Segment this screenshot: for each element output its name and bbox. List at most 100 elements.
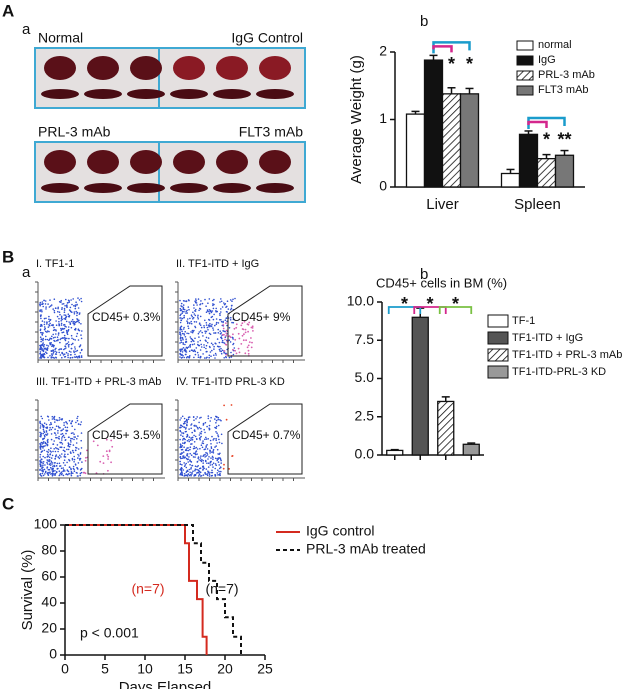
cell-dot <box>198 426 201 429</box>
cell-dot <box>231 336 234 339</box>
cell-dot <box>52 329 55 332</box>
cell-dot <box>230 308 232 311</box>
cell-dot <box>73 356 76 358</box>
cell-dot <box>203 326 206 329</box>
cell-dot <box>46 456 49 458</box>
cell-dot <box>74 428 76 431</box>
cell-dot <box>185 349 187 352</box>
cell-dot <box>210 342 213 345</box>
cell-dot <box>181 332 184 335</box>
cell-dot <box>191 473 193 475</box>
cell-dot <box>81 461 83 463</box>
cell-dot <box>179 307 182 310</box>
cell-dot <box>68 321 70 323</box>
gate-label: CD45+ 3.5% <box>92 428 161 442</box>
cell-dot <box>53 357 56 359</box>
cell-dot <box>221 339 224 342</box>
cell-dot <box>70 472 73 474</box>
cell-dot <box>62 324 65 326</box>
significance: * <box>466 54 473 74</box>
cell-dot <box>62 354 65 356</box>
cell-dot <box>199 417 201 419</box>
cell-dot <box>52 450 54 453</box>
cell-dot <box>204 332 207 334</box>
cell-dot <box>247 344 250 347</box>
cell-dot <box>202 462 204 464</box>
cell-dot <box>197 456 200 458</box>
cell-dot <box>70 441 72 443</box>
cell-dot <box>180 453 182 456</box>
cell-dot <box>183 310 185 313</box>
cell-dot <box>196 453 198 455</box>
cell-dot <box>76 417 78 420</box>
cell-dot <box>179 456 181 459</box>
cell-dot <box>205 322 208 324</box>
cell-dot <box>40 346 42 349</box>
cell-dot <box>74 449 77 452</box>
bar <box>405 113 426 188</box>
cell-dot <box>208 472 210 474</box>
cell-dot <box>193 429 196 431</box>
cell-dot <box>42 428 45 431</box>
cell-dot <box>197 475 200 477</box>
cell-dot <box>181 317 184 320</box>
cell-dot <box>108 450 111 453</box>
liver <box>44 56 76 80</box>
cell-dot <box>111 445 114 448</box>
cell-dot <box>55 471 58 474</box>
cell-dot <box>74 304 77 306</box>
cell-dot <box>231 321 233 324</box>
cell-dot <box>55 447 57 449</box>
cell-dot <box>64 464 66 467</box>
cell-dot <box>52 337 55 339</box>
cell-dot <box>67 448 70 451</box>
cell-dot <box>208 475 211 477</box>
cell-dot <box>211 463 214 466</box>
cell-dot <box>202 424 205 426</box>
cell-dot <box>214 446 216 448</box>
cell-dot <box>51 354 53 357</box>
x-tick-label: 20 <box>217 661 233 677</box>
cell-dot <box>70 432 73 435</box>
cell-dot <box>71 337 73 340</box>
cell-dot <box>43 468 46 471</box>
cell-dot <box>44 442 47 445</box>
cell-dot <box>80 337 83 340</box>
cell-dot <box>194 474 196 476</box>
cell-dot <box>206 309 209 311</box>
cell-dot <box>211 323 213 326</box>
legend-swatch <box>487 331 509 345</box>
spleen <box>256 183 294 193</box>
cell-dot <box>42 461 45 463</box>
cell-dot <box>182 435 184 438</box>
cell-dot <box>188 416 191 418</box>
bar <box>554 154 575 188</box>
cell-dot <box>218 348 221 351</box>
cell-dot <box>194 447 196 450</box>
cell-dot <box>203 344 205 346</box>
cell-dot <box>181 305 183 308</box>
legend-label: IgG <box>538 54 556 66</box>
cell-dot <box>204 339 207 342</box>
y-tick-label: 5.0 <box>355 369 375 385</box>
cell-dot <box>55 351 58 354</box>
y-tick-label: 2 <box>379 43 387 59</box>
cell-dot <box>209 333 212 336</box>
cell-dot <box>51 324 53 327</box>
cell-dot <box>40 415 42 418</box>
cell-dot <box>214 324 216 327</box>
cell-dot <box>180 341 183 344</box>
cell-dot <box>230 404 233 406</box>
cell-dot <box>216 338 219 340</box>
cell-dot <box>41 466 43 468</box>
cell-dot <box>78 329 81 332</box>
cell-dot <box>54 457 56 460</box>
y-tick-label: 40 <box>41 594 57 610</box>
cell-dot <box>53 462 56 464</box>
cell-dot <box>60 337 62 340</box>
cell-dot <box>217 328 219 331</box>
cell-dot <box>198 473 201 475</box>
cell-dot <box>43 430 45 432</box>
cell-dot <box>190 338 193 340</box>
cell-dot <box>73 322 75 325</box>
